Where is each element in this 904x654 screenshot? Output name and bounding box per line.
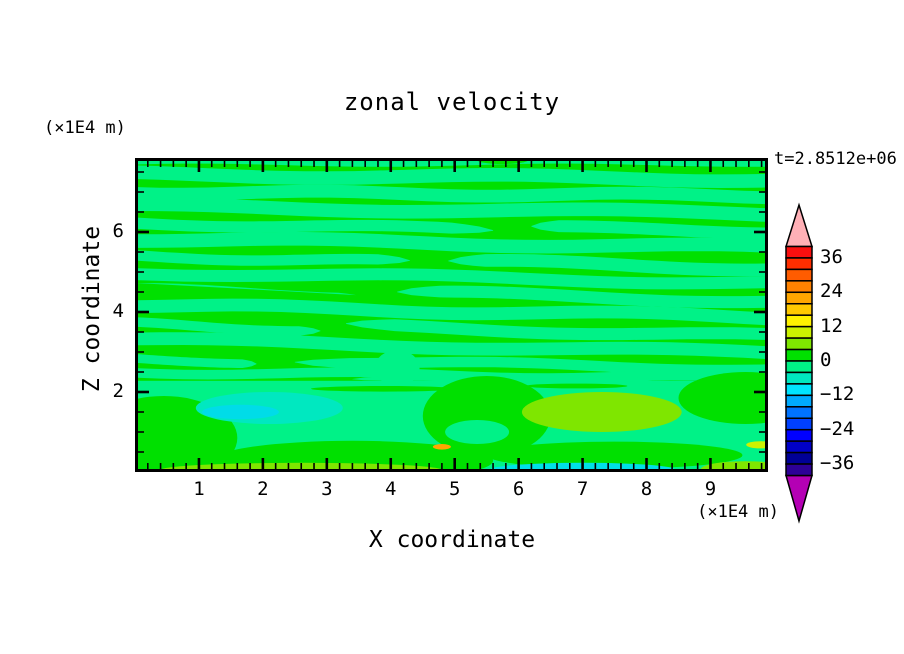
colorbar-tick-label: 0: [820, 349, 832, 371]
velocity-stripe: [138, 354, 257, 368]
x-tick-label: 7: [576, 478, 589, 500]
contour-patch: [477, 161, 528, 164]
contour-patch: [678, 372, 765, 424]
velocity-stripe: [138, 317, 321, 336]
colorbar-segment: [785, 245, 813, 259]
velocity-stripe: [138, 250, 410, 266]
page-title: zonal velocity: [343, 88, 561, 116]
colorbar-tick-label: 24: [820, 280, 843, 303]
velocity-stripe: [138, 283, 357, 296]
x-tick-label: 3: [321, 478, 333, 500]
colorbar-segment: [785, 291, 813, 305]
contour-patch: [746, 441, 765, 449]
velocity-stripe: [138, 332, 765, 359]
colorbar-segment: [785, 348, 813, 362]
colorbar-segment: [785, 394, 813, 408]
x-axis-unit-label: (×1E4 m): [697, 502, 779, 522]
velocity-stripe: [138, 184, 765, 205]
colorbar-arrow-top: [784, 202, 814, 248]
colorbar-segment: [785, 314, 813, 328]
x-tick-label: 4: [385, 478, 397, 500]
z-axis-unit-label: (×1E4 m): [44, 118, 126, 138]
x-tick-label: 2: [257, 478, 269, 500]
velocity-stripe: [138, 232, 765, 254]
colorbar-tick-label: 36: [820, 245, 843, 268]
velocity-stripe: [138, 197, 765, 222]
contour-field: [138, 161, 765, 469]
colorbar-arrow-bottom: [785, 474, 813, 524]
colorbar-segment: [785, 406, 813, 420]
colorbar-segment: [785, 371, 813, 385]
velocity-stripe: [138, 268, 765, 290]
colorbar-tick-label: −36: [820, 452, 855, 475]
velocity-stripe: [448, 254, 765, 277]
colorbar: [784, 202, 814, 524]
colorbar-segment: [785, 463, 813, 477]
colorbar-tick-label: −24: [820, 417, 855, 440]
contour-patch: [310, 386, 458, 392]
contour-patch: [521, 392, 682, 432]
contour-patch: [445, 420, 510, 444]
y-tick-label: 2: [112, 380, 124, 402]
contour-patch: [202, 404, 279, 420]
colorbar-segment: [785, 383, 813, 397]
colorbar-tick-label: 12: [820, 314, 843, 337]
colorbar-segment: [785, 440, 813, 454]
plot-frame: [135, 158, 768, 472]
velocity-stripe: [138, 298, 765, 326]
velocity-stripe: [346, 319, 765, 341]
velocity-stripe: [138, 217, 494, 234]
velocity-stripe: [397, 285, 765, 309]
colorbar-segment: [785, 303, 813, 316]
x-axis-title: X coordinate: [368, 527, 536, 553]
x-tick-label: 6: [512, 478, 525, 500]
velocity-stripe: [138, 165, 765, 188]
contour-patch: [486, 441, 743, 469]
colorbar-segment: [785, 360, 813, 374]
colorbar-segment: [785, 337, 813, 351]
timestamp-label: t=2.8512e+06: [774, 149, 897, 169]
velocity-stripe: [531, 220, 765, 240]
contour-patch: [211, 440, 494, 469]
colorbar-segment: [785, 417, 813, 431]
y-tick-label: 6: [112, 220, 124, 242]
x-tick-label: 8: [640, 478, 653, 500]
contour-patch: [432, 444, 451, 450]
y-tick-label: 4: [112, 300, 124, 322]
colorbar-segment: [785, 257, 813, 271]
contour-plot: [135, 158, 768, 472]
colorbar-tick-label: −12: [820, 383, 855, 406]
x-tick-label: 1: [193, 478, 205, 500]
colorbar-segment: [785, 268, 813, 282]
colorbar-segment: [785, 325, 813, 339]
x-tick-label: 5: [448, 478, 461, 500]
colorbar-segment: [785, 280, 813, 294]
colorbar-segment: [785, 428, 813, 442]
colorbar-segment: [785, 451, 813, 465]
tick-marks: [138, 161, 765, 469]
contour-patch: [374, 350, 420, 386]
contour-patch: [525, 383, 628, 389]
x-tick-label: 9: [704, 478, 717, 500]
